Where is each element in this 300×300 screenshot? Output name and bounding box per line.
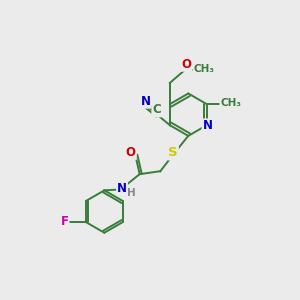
Text: O: O bbox=[181, 58, 191, 71]
Text: N: N bbox=[202, 119, 212, 132]
Text: C: C bbox=[152, 103, 161, 116]
Text: N: N bbox=[117, 182, 127, 195]
Text: CH₃: CH₃ bbox=[193, 64, 214, 74]
Text: N: N bbox=[141, 95, 151, 108]
Text: F: F bbox=[61, 215, 68, 228]
Text: S: S bbox=[168, 146, 178, 159]
Text: CH₃: CH₃ bbox=[220, 98, 241, 109]
Text: H: H bbox=[128, 188, 136, 198]
Text: O: O bbox=[126, 146, 136, 159]
